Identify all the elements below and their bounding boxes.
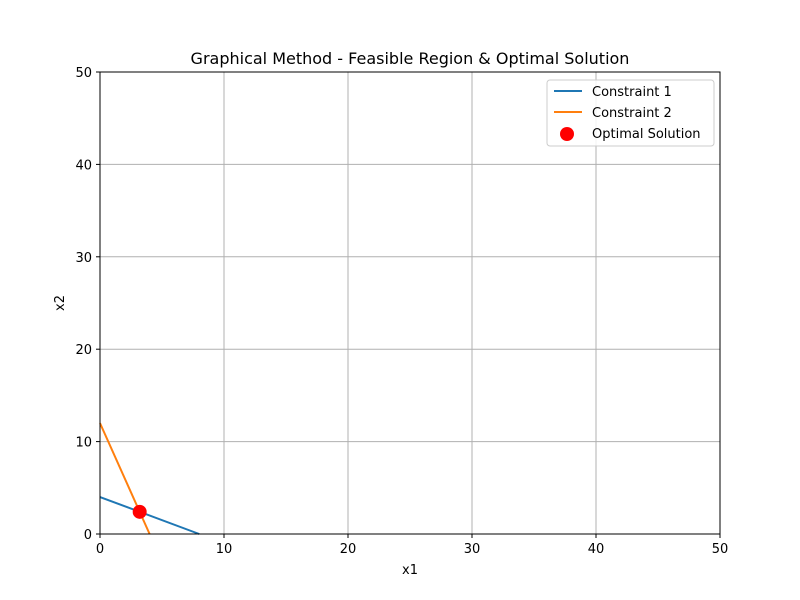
y-tick-label: 10 xyxy=(75,436,92,451)
legend-box xyxy=(546,79,715,147)
x-tick-label: 0 xyxy=(96,542,104,557)
legend: Constraint 1 Constraint 2 Optimal Solution xyxy=(546,79,715,147)
x-tick-label: 10 xyxy=(216,542,233,557)
data-layer xyxy=(99,422,200,535)
chart-title: Graphical Method - Feasible Region & Opt… xyxy=(191,49,630,68)
y-axis-label: x2 xyxy=(53,295,68,311)
x-axis-label: x1 xyxy=(402,563,418,578)
y-tick-label: 20 xyxy=(75,343,92,358)
x-tick-label: 20 xyxy=(340,542,357,557)
legend-swatch-optimal-solution xyxy=(560,127,574,141)
series-line-constraint-1 xyxy=(99,496,200,535)
x-tick-label: 50 xyxy=(712,542,729,557)
legend-label-constraint-2: Constraint 2 xyxy=(592,106,672,121)
y-tick-label: 50 xyxy=(75,66,92,81)
y-tick-label: 0 xyxy=(84,528,92,543)
x-tick-label: 30 xyxy=(464,542,481,557)
y-tick-label: 40 xyxy=(75,158,92,173)
legend-label-optimal-solution: Optimal Solution xyxy=(592,127,701,142)
optimal-solution-point xyxy=(132,504,147,519)
ticks: 0 10 20 30 40 50 0 10 20 30 40 50 xyxy=(75,66,728,557)
y-tick-label: 30 xyxy=(75,251,92,266)
legend-label-constraint-1: Constraint 1 xyxy=(592,85,672,100)
plot-frame xyxy=(99,71,721,535)
x-tick-label: 40 xyxy=(588,542,605,557)
